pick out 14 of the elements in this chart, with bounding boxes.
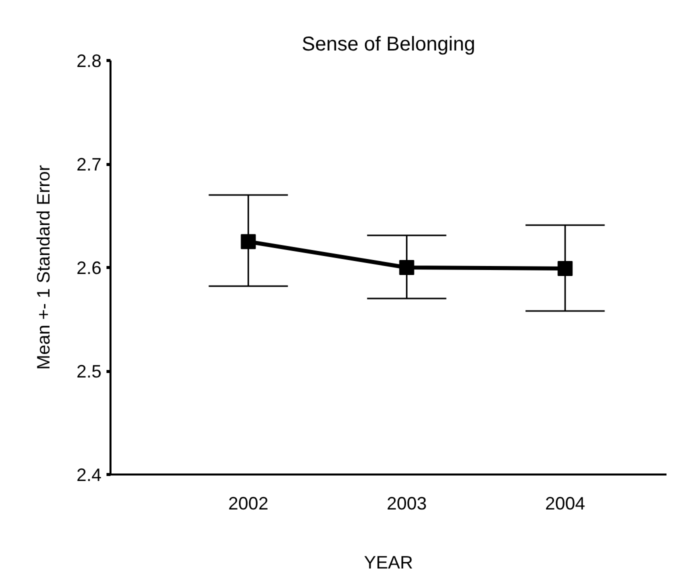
y-tick-label: 2.7 [76,154,102,174]
x-tick-label: 2002 [228,494,268,514]
point [558,261,573,276]
y-tick-label: 2.8 [76,51,102,71]
point [240,234,256,250]
y-tick-label: 2.5 [76,362,102,382]
chart-title: Sense of Belonging [302,34,476,56]
y-tick-label: 2.6 [76,258,102,278]
x-tick-label: 2004 [545,494,586,514]
y-tick-label: 2.4 [76,465,102,485]
x-axis-title: YEAR [364,552,414,572]
point [399,260,414,275]
y-axis-title: Mean +- 1 Standard Error [33,165,54,370]
x-tick-label: 2003 [386,494,427,514]
